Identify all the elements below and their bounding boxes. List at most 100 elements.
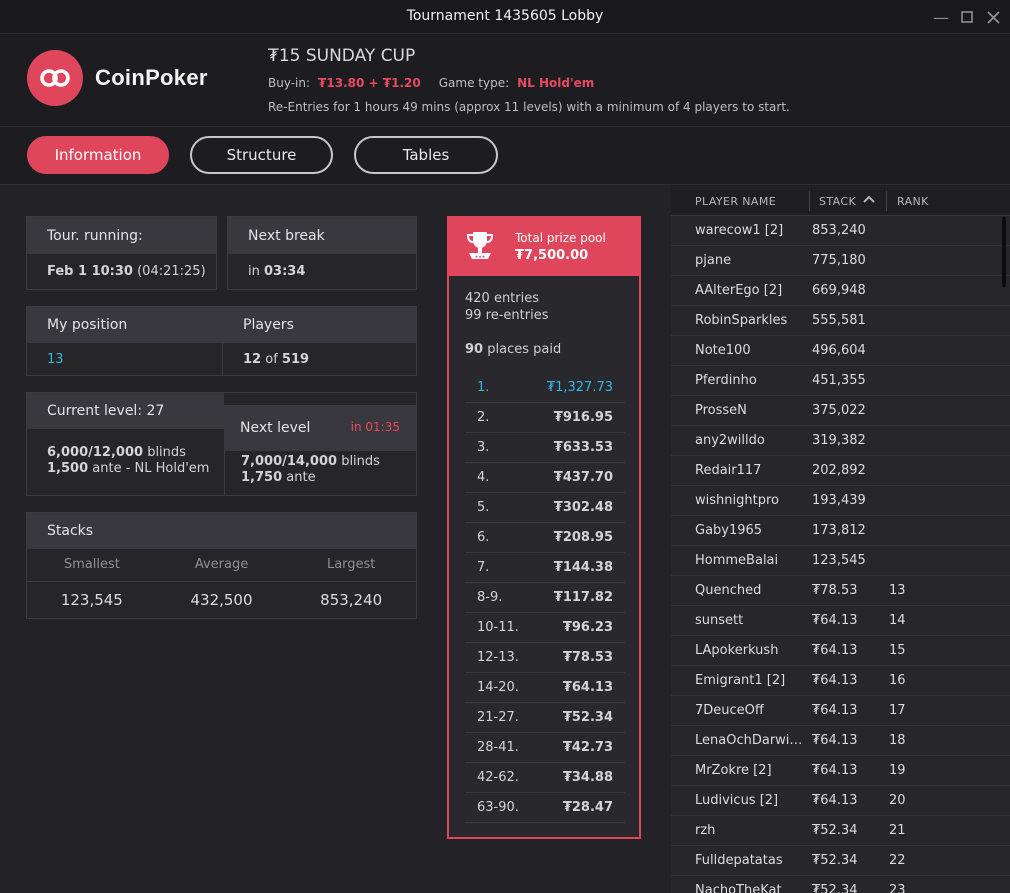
- player-row[interactable]: HommeBalai 123,545: [671, 546, 1010, 576]
- player-row[interactable]: Redair117 202,892: [671, 456, 1010, 486]
- player-row[interactable]: Emigrant1 [2] ₮64.13 16: [671, 666, 1010, 696]
- player-stack: ₮64.13: [812, 643, 858, 658]
- places-word: places paid: [487, 342, 562, 357]
- next-ante-word: ante: [286, 470, 316, 485]
- smallest-value: 123,545: [60, 591, 123, 609]
- current-blinds-word: blinds: [147, 445, 186, 460]
- sort-asc-icon[interactable]: [863, 194, 875, 207]
- payout-place: 4.: [477, 470, 490, 485]
- next-level-header-pad: [224, 405, 238, 451]
- next-level-timer: in 01:35: [350, 420, 400, 434]
- payout-amount: ₮52.34: [562, 710, 613, 725]
- player-stack: 853,240: [812, 223, 866, 238]
- player-row[interactable]: Quenched ₮78.53 13: [671, 576, 1010, 606]
- stacks-columns: Smallest Average Largest: [27, 549, 416, 582]
- player-name: NachoTheKat: [695, 883, 782, 893]
- player-name: sunsett: [695, 613, 744, 628]
- tour-running-date: Feb 1 10:30: [47, 264, 133, 279]
- tour-running-elapsed: (04:21:25): [137, 264, 206, 279]
- minimize-icon[interactable]: —: [933, 7, 949, 27]
- player-row[interactable]: Note100 496,604: [671, 336, 1010, 366]
- player-name: HommeBalai: [695, 553, 779, 568]
- player-stack: 193,439: [812, 493, 866, 508]
- payout-row: 6. ₮208.95: [465, 523, 625, 553]
- player-name: Quenched: [695, 583, 762, 598]
- tour-running-box: Tour. running: Feb 1 10:30 (04:21:25): [26, 216, 217, 290]
- player-row[interactable]: Gaby1965 173,812: [671, 516, 1010, 546]
- player-name: wishnightpro: [695, 493, 779, 508]
- payout-row: 28-41. ₮42.73: [465, 733, 625, 763]
- player-row[interactable]: Fulldepatatas ₮52.34 22: [671, 846, 1010, 876]
- next-ante-value: 1,750: [241, 470, 283, 485]
- player-list-header: PLAYER NAME STACK RANK: [671, 185, 1010, 216]
- player-rank: 21: [889, 823, 906, 838]
- player-stack: ₮52.34: [812, 823, 858, 838]
- player-row[interactable]: warecow1 [2] 853,240: [671, 216, 1010, 246]
- payout-amount: ₮208.95: [553, 530, 613, 545]
- player-rank: 22: [889, 853, 906, 868]
- payout-row: 10-11. ₮96.23: [465, 613, 625, 643]
- payout-list: 1. ₮1,327.73 2. ₮916.95 3. ₮633.53 4. ₮437.70 5.…: [465, 373, 625, 823]
- payout-place: 2.: [477, 410, 490, 425]
- average-label: Average: [194, 557, 249, 572]
- player-list: PLAYER NAME STACK RANK warecow1 [2] 853,2…: [671, 185, 1010, 893]
- player-stack: 123,545: [812, 553, 866, 568]
- col-stack[interactable]: STACK: [819, 195, 857, 208]
- maximize-icon[interactable]: [956, 6, 978, 28]
- player-rank: 14: [889, 613, 906, 628]
- svg-text:★★★: ★★★: [475, 254, 486, 259]
- player-rank: 19: [889, 763, 906, 778]
- payout-row: 21-27. ₮52.34: [465, 703, 625, 733]
- payout-place: 28-41.: [477, 740, 519, 755]
- player-row[interactable]: 7DeuceOff ₮64.13 17: [671, 696, 1010, 726]
- player-row[interactable]: any2willdo 319,382: [671, 426, 1010, 456]
- player-row[interactable]: RobinSparkles 555,581: [671, 306, 1010, 336]
- tab-information[interactable]: Information: [27, 136, 169, 174]
- brand-name: CoinPoker: [95, 65, 208, 90]
- player-row[interactable]: NachoTheKat ₮52.34 23: [671, 876, 1010, 893]
- payout-amount: ₮437.70: [553, 470, 613, 485]
- player-row[interactable]: LenaOchDarwin... ₮64.13 18: [671, 726, 1010, 756]
- player-rank: 15: [889, 643, 906, 658]
- player-name: rzh: [695, 823, 716, 838]
- player-name: pjane: [695, 253, 732, 268]
- player-row[interactable]: Pferdinho 451,355: [671, 366, 1010, 396]
- current-ante-word: ante - NL Hold'em: [92, 461, 210, 476]
- player-stack: ₮64.13: [812, 703, 858, 718]
- player-row[interactable]: LApokerkush ₮64.13 15: [671, 636, 1010, 666]
- player-rank: 20: [889, 793, 906, 808]
- col-player-name[interactable]: PLAYER NAME: [695, 195, 777, 208]
- prize-pool-header: ★★★ Total prize pool ₮7,500.00: [449, 218, 639, 276]
- payout-amount: ₮302.48: [553, 500, 613, 515]
- tab-tables[interactable]: Tables: [354, 136, 498, 174]
- gametype-label: Game type:: [438, 76, 510, 90]
- next-level-label: Next level: [240, 420, 311, 436]
- player-row[interactable]: MrZokre [2] ₮64.13 19: [671, 756, 1010, 786]
- player-row[interactable]: pjane 775,180: [671, 246, 1010, 276]
- col-rank[interactable]: RANK: [897, 195, 929, 208]
- player-stack: 319,382: [812, 433, 866, 448]
- payout-amount: ₮916.95: [553, 410, 613, 425]
- player-list-scrollbar[interactable]: [1002, 217, 1006, 287]
- player-stack: ₮64.13: [812, 763, 858, 778]
- player-row[interactable]: AAlterEgo [2] 669,948: [671, 276, 1010, 306]
- next-break-time: 03:34: [264, 264, 306, 279]
- player-row[interactable]: rzh ₮52.34 21: [671, 816, 1010, 846]
- next-blinds-value: 7,000/14,000: [241, 454, 338, 469]
- player-name: MrZokre [2]: [695, 763, 772, 778]
- player-row[interactable]: ProsseN 375,022: [671, 396, 1010, 426]
- player-row[interactable]: sunsett ₮64.13 14: [671, 606, 1010, 636]
- player-rank: 13: [889, 583, 906, 598]
- payout-amount: ₮64.13: [562, 680, 613, 695]
- tab-structure[interactable]: Structure: [190, 136, 333, 174]
- column-divider: [886, 191, 887, 211]
- next-break-box: Next break in 03:34: [227, 216, 417, 290]
- player-row[interactable]: wishnightpro 193,439: [671, 486, 1010, 516]
- window-titlebar: Tournament 1435605 Lobby —: [0, 0, 1010, 34]
- brand-logo: CoinPoker: [27, 50, 208, 106]
- payout-row: 3. ₮633.53: [465, 433, 625, 463]
- payout-place: 10-11.: [477, 620, 519, 635]
- payout-place: 14-20.: [477, 680, 519, 695]
- player-row[interactable]: Ludivicus [2] ₮64.13 20: [671, 786, 1010, 816]
- close-icon[interactable]: [982, 6, 1004, 28]
